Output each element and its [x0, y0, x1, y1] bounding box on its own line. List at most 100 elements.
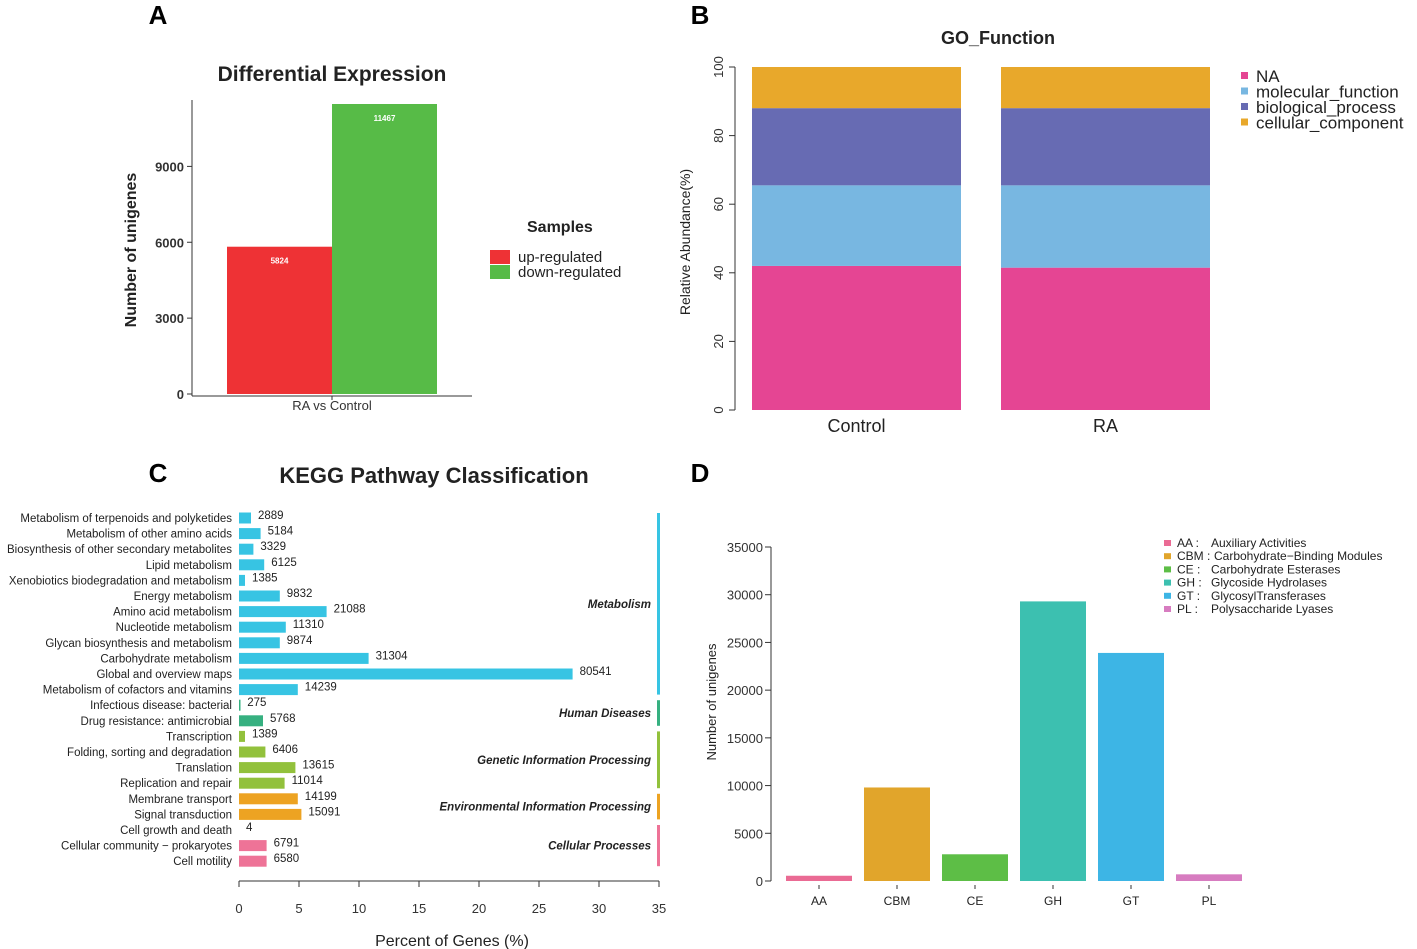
group-label: Cellular Processes: [548, 841, 651, 853]
bar-infectious-disease-bacterial: [239, 699, 241, 711]
chart-a-ytick-label: 9000: [155, 159, 184, 174]
category-label: Replication and repair: [120, 778, 232, 790]
chart-d-ylabel: Number of unigenes: [704, 643, 719, 761]
kegg-pathway-chart: KEGG Pathway Classification Percent of G…: [7, 463, 666, 949]
bar-aa: [786, 875, 852, 881]
category-label: Metabolism of cofactors and vitamins: [43, 685, 232, 697]
category-label: Translation: [176, 763, 232, 775]
chart-d-xtick-label: PL: [1202, 894, 1217, 908]
category-label: Signal transduction: [134, 809, 232, 821]
group-bar-metabolism: [657, 513, 660, 695]
chart-d-xtick-label: CBM: [884, 894, 911, 908]
stack-Control-biological_process: [752, 108, 961, 186]
legend-description: GlycosylTransferases: [1211, 589, 1326, 603]
bar-cell-motility: [239, 855, 267, 867]
bar-glycan-biosynthesis-and-metabolism: [239, 637, 280, 649]
bar-global-and-overview-maps: [239, 668, 573, 680]
stack-RA-molecular_function: [1001, 185, 1210, 268]
chart-b-legend: NAmolecular_functionbiological_processce…: [1241, 67, 1404, 133]
bar-count-label: 6125: [271, 557, 297, 569]
group-bar-cellular-processes: [657, 825, 660, 867]
bar-count-label: 6580: [274, 853, 300, 865]
legend-swatch-aa: [1164, 540, 1171, 546]
legend-swatch-ce: [1164, 566, 1171, 573]
chart-d-ytick-label: 35000: [727, 540, 763, 555]
bar-count-label: 15091: [308, 806, 340, 818]
bar-cellular-community-prokaryotes: [239, 840, 267, 852]
bar-value-label: 5824: [271, 257, 289, 266]
category-label: Drug resistance: antimicrobial: [81, 716, 232, 728]
legend-swatch-cellular_component: [1241, 118, 1248, 126]
group-label: Metabolism: [588, 599, 651, 611]
bar-metabolism-of-other-amino-acids: [239, 528, 261, 540]
bar-carbohydrate-metabolism: [239, 652, 369, 664]
legend-code: GT :: [1177, 589, 1200, 603]
category-label: Infectious disease: bacterial: [90, 700, 232, 712]
differential-expression-chart: Differential Expression Number of unigen…: [123, 63, 621, 413]
bar-count-label: 13615: [302, 760, 334, 772]
chart-b-title: GO_Function: [941, 28, 1055, 48]
stack-RA-NA: [1001, 267, 1210, 410]
legend-swatch-NA: [1241, 72, 1248, 79]
bar-count-label: 4: [246, 822, 253, 834]
category-label: Cell motility: [173, 856, 232, 868]
bar-lipid-metabolism: [239, 559, 265, 571]
panel-label-a: A: [149, 0, 168, 30]
group-label: Environmental Information Processing: [439, 802, 651, 814]
legend-label-NA: NA: [1256, 67, 1280, 86]
bar-count-label: 6791: [274, 838, 300, 850]
bar-xenobiotics-biodegradation-and-metabolism: [239, 574, 245, 586]
chart-d-xtick-label: CE: [967, 894, 984, 908]
chart-d-ytick-label: 25000: [727, 635, 763, 650]
go-function-chart: GO_Function Relative Abundance(%) 0 20 40 6…: [677, 28, 1404, 436]
panel-label-d: D: [691, 458, 710, 488]
bar-membrane-transport: [239, 793, 298, 805]
legend-code: AA :: [1177, 536, 1199, 550]
chart-b-ytick-label: 40: [711, 266, 726, 280]
legend-label-molecular_function: molecular_function: [1256, 83, 1399, 102]
legend-label-down-regulated: down-regulated: [518, 264, 621, 281]
stack-Control-NA: [752, 265, 961, 410]
bar-gt: [1098, 652, 1164, 881]
stack-Control-cellular_component: [752, 67, 961, 109]
legend-code: CE :: [1177, 562, 1200, 576]
chart-d-xtick-label: GH: [1044, 894, 1062, 908]
bar-nucleotide-metabolism: [239, 621, 286, 633]
bar-count-label: 9874: [287, 635, 313, 647]
legend-swatch-up-regulated: [490, 250, 510, 264]
chart-d-ytick-label: 30000: [727, 588, 763, 603]
category-label: Amino acid metabolism: [113, 607, 232, 619]
chart-c-xtick-label: 10: [352, 901, 366, 916]
chart-a-ytick-label: 3000: [155, 311, 184, 326]
legend-swatch-molecular_function: [1241, 87, 1248, 95]
group-label: Genetic Information Processing: [477, 755, 651, 767]
chart-b-ytick-label: 60: [711, 197, 726, 211]
chart-c-xtick-label: 30: [592, 901, 606, 916]
category-label: Membrane transport: [128, 794, 232, 806]
bar-count-label: 14199: [305, 791, 337, 803]
chart-d-xtick-label: AA: [811, 894, 827, 908]
bar-translation: [239, 762, 296, 774]
legend-code: CBM :: [1177, 549, 1210, 563]
bar-metabolism-of-terpenoids-and-polyketides: [239, 512, 251, 524]
category-label: Transcription: [166, 731, 232, 743]
bar-count-label: 31304: [376, 650, 409, 662]
chart-a-ylabel: Number of unigenes: [123, 173, 140, 328]
bar-count-label: 1385: [252, 572, 278, 584]
legend-swatch-biological_process: [1241, 103, 1248, 110]
bar-metabolism-of-cofactors-and-vitamins: [239, 684, 298, 696]
chart-b-ytick-label: 100: [711, 56, 726, 78]
category-label: Nucleotide metabolism: [116, 622, 232, 634]
legend-label-up-regulated: up-regulated: [518, 249, 602, 266]
bar-count-label: 80541: [580, 666, 612, 678]
legend-swatch-pl: [1164, 606, 1171, 612]
bar-biosynthesis-of-other-secondary-metabolites: [239, 543, 254, 555]
category-label: Cellular community − prokaryotes: [61, 841, 232, 853]
legend-description: Carbohydrate−Binding Modules: [1214, 549, 1382, 563]
chart-b-ytick-label: 0: [711, 406, 726, 413]
bar-transcription: [239, 730, 245, 742]
legend-description: Glycoside Hydrolases: [1211, 576, 1327, 590]
category-label: Metabolism of other amino acids: [66, 529, 232, 541]
